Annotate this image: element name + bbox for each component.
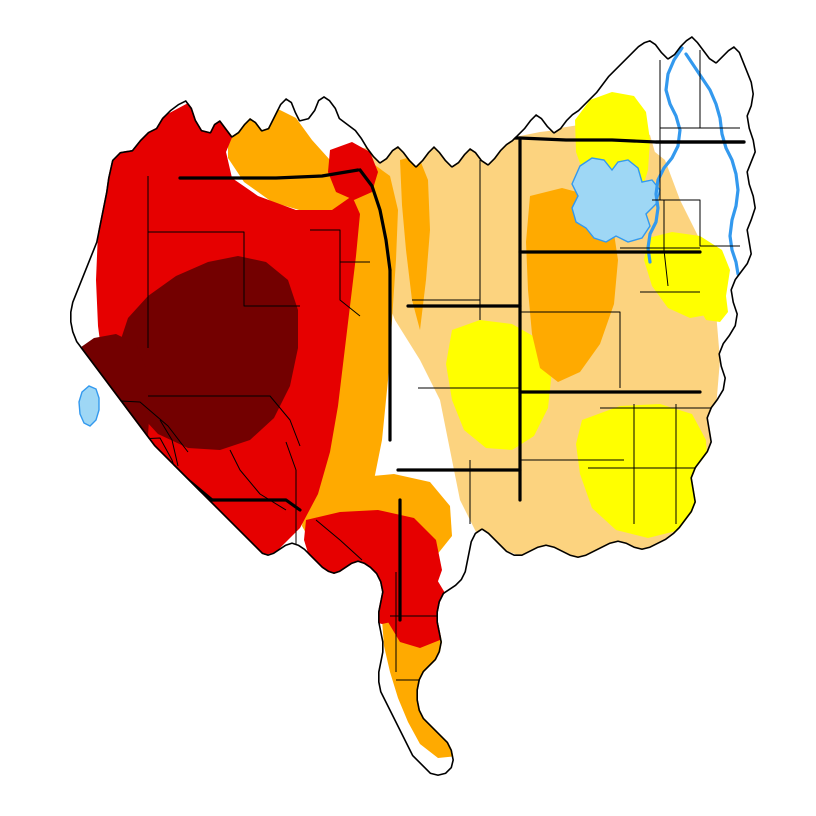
county-line-az-1 — [315, 519, 363, 561]
rivers-layer — [646, 46, 740, 276]
county-line-ca-2 — [148, 231, 300, 307]
lakes-layer — [78, 157, 661, 427]
county-line-mt-4 — [652, 199, 740, 247]
state-line-or-id — [358, 168, 392, 272]
state-boundaries-layer — [70, 36, 756, 776]
county-line-wy-2 — [520, 311, 621, 388]
county-line-nv-1 — [229, 449, 287, 511]
region-d0-nebraska-central — [446, 320, 552, 450]
western-us-outline — [70, 36, 756, 776]
san-francisco-bay-shape — [78, 385, 100, 427]
county-line-mt-5 — [663, 200, 669, 287]
county-line-ca-3 — [148, 395, 301, 447]
county-line-nv-3 — [159, 419, 179, 467]
great-salt-lake-shape — [571, 157, 661, 243]
region-d0-kansas-east — [576, 404, 708, 538]
region-d2-west-strip — [400, 155, 430, 330]
yellowstone-river-line — [684, 52, 740, 276]
state-line-nv-az — [210, 498, 302, 512]
region-d4-central-california-core — [120, 256, 298, 450]
region-d0-east-sliver — [698, 286, 728, 322]
region-d4-coastal-strip — [70, 334, 150, 494]
county-line-nv-2 — [285, 441, 297, 544]
region-d2-southern-oregon — [228, 108, 350, 212]
state-line-ca-or — [178, 168, 360, 180]
missouri-river-line — [646, 46, 684, 264]
county-line-or-1 — [310, 229, 370, 263]
county-line-or-2 — [339, 262, 361, 317]
